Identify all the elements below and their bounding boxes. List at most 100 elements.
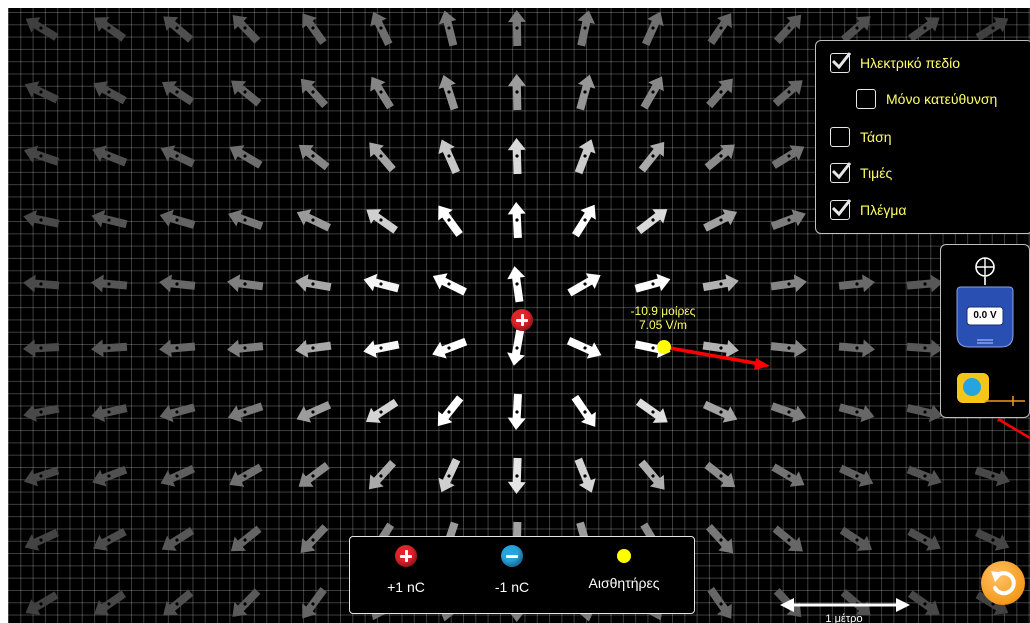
field-arrow — [770, 402, 807, 423]
field-arrow — [24, 81, 59, 104]
field-arrow — [567, 273, 601, 297]
negative-charge-source[interactable]: -1 nC — [462, 545, 562, 595]
field-arrow — [432, 273, 467, 296]
field-arrow — [638, 141, 665, 173]
field-arrow — [507, 393, 526, 430]
field-arrow — [906, 274, 943, 293]
field-arrow — [438, 74, 459, 111]
field-arrow — [574, 457, 596, 493]
sensor-readout: -10.9 μοίρες 7.05 V/m — [608, 304, 718, 332]
checkbox-box — [830, 199, 852, 220]
reset-button[interactable] — [981, 561, 1025, 605]
field-arrow — [634, 273, 671, 293]
sensor-label: Αισθητήρες — [588, 575, 660, 591]
sensor-field-strength: 7.05 V/m — [638, 318, 688, 332]
simulation-area[interactable]: -10.9 μοίρες 7.05 V/m Ηλεκτρικό πεδίο Μό… — [8, 8, 1030, 623]
field-arrow — [94, 17, 127, 42]
field-arrow — [91, 339, 128, 358]
field-arrow — [770, 274, 807, 293]
values-checkbox[interactable]: Τιμές — [830, 162, 893, 183]
field-arrow — [159, 339, 196, 358]
field-arrow — [906, 465, 942, 487]
field-arrow — [23, 145, 60, 166]
field-arrow — [507, 202, 526, 239]
field-arrow — [975, 17, 1009, 41]
field-arrow — [702, 400, 738, 423]
sensor-source[interactable]: Αισθητήρες — [574, 545, 674, 591]
checkbox-box — [856, 89, 876, 109]
field-arrow — [507, 74, 526, 111]
field-arrow — [93, 528, 127, 551]
field-arrow — [438, 10, 458, 47]
measuring-tape[interactable] — [955, 369, 1025, 409]
field-arrow — [363, 340, 400, 358]
control-panel: Ηλεκτρικό πεδίο Μόνο κατεύθυνση Τάση Τιμ… — [815, 40, 1030, 234]
sensor-icon — [617, 549, 631, 563]
field-arrow — [770, 339, 807, 358]
field-arrow — [507, 329, 525, 366]
voltmeter-reading: 0.0 V — [973, 310, 997, 321]
field-arrow — [91, 404, 128, 423]
measuring-tape-icon — [957, 373, 1025, 406]
field-arrow — [704, 461, 736, 488]
field-arrow — [707, 13, 732, 46]
field-arrow — [23, 466, 60, 487]
negative-charge-label: -1 nC — [494, 579, 530, 595]
field-arrow — [907, 527, 941, 551]
field-arrow — [365, 398, 399, 423]
field-arrow — [295, 274, 332, 292]
field-arrow — [703, 209, 738, 232]
field-arrow — [231, 80, 262, 107]
field-arrow — [574, 139, 596, 175]
field-arrow — [640, 76, 664, 110]
field-arrow — [507, 10, 526, 47]
field-arrow — [159, 403, 196, 423]
field-arrow — [370, 76, 394, 110]
field-arrow — [163, 589, 194, 616]
field-arrow — [298, 144, 330, 171]
voltmeter-icon — [956, 257, 1014, 348]
field-arrow — [906, 404, 943, 423]
direction-only-checkbox[interactable]: Μόνο κατεύθυνση — [856, 89, 997, 109]
voltage-checkbox[interactable]: Τάση — [830, 127, 892, 147]
field-arrow — [838, 274, 875, 293]
field-arrow — [295, 339, 332, 358]
reset-icon — [991, 571, 1016, 596]
field-arrow — [974, 528, 1010, 551]
voltmeter[interactable]: 0.0 V — [953, 255, 1017, 351]
field-arrow — [302, 13, 327, 45]
sensor-angle: -10.9 μοίρες — [630, 304, 696, 318]
field-arrow — [438, 458, 461, 493]
negative-charge-icon — [501, 545, 523, 567]
field-arrow — [300, 78, 329, 108]
field-arrow — [772, 80, 803, 107]
values-label: Τιμές — [860, 165, 893, 181]
field-arrow — [23, 274, 60, 293]
field-arrow — [298, 462, 330, 487]
field-arrow — [438, 205, 463, 237]
field-arrow — [507, 138, 526, 175]
electric-field-checkbox[interactable]: Ηλεκτρικό πεδίο — [830, 52, 961, 73]
field-arrow — [91, 274, 128, 293]
field-arrow — [302, 587, 327, 619]
electric-field-label: Ηλεκτρικό πεδίο — [860, 55, 961, 71]
field-arrow — [296, 209, 331, 232]
field-arrow — [159, 209, 196, 229]
grid-checkbox[interactable]: Πλέγμα — [830, 199, 907, 220]
field-arrow — [366, 209, 398, 234]
positive-charge-icon — [395, 545, 417, 567]
direction-only-label: Μόνο κατεύθυνση — [886, 91, 998, 107]
field-arrow — [706, 78, 733, 109]
sensor[interactable] — [657, 340, 671, 354]
positive-charge-source[interactable]: +1 nC — [356, 545, 456, 595]
field-arrow — [702, 339, 739, 358]
field-arrow — [571, 394, 596, 427]
field-arrow — [368, 459, 397, 490]
positive-charge[interactable] — [511, 309, 533, 331]
field-arrow — [771, 463, 805, 487]
field-arrow — [94, 590, 127, 615]
field-arrow — [92, 145, 128, 167]
field-arrow — [566, 337, 602, 359]
field-arrow — [300, 524, 329, 554]
field-arrow — [839, 526, 873, 551]
